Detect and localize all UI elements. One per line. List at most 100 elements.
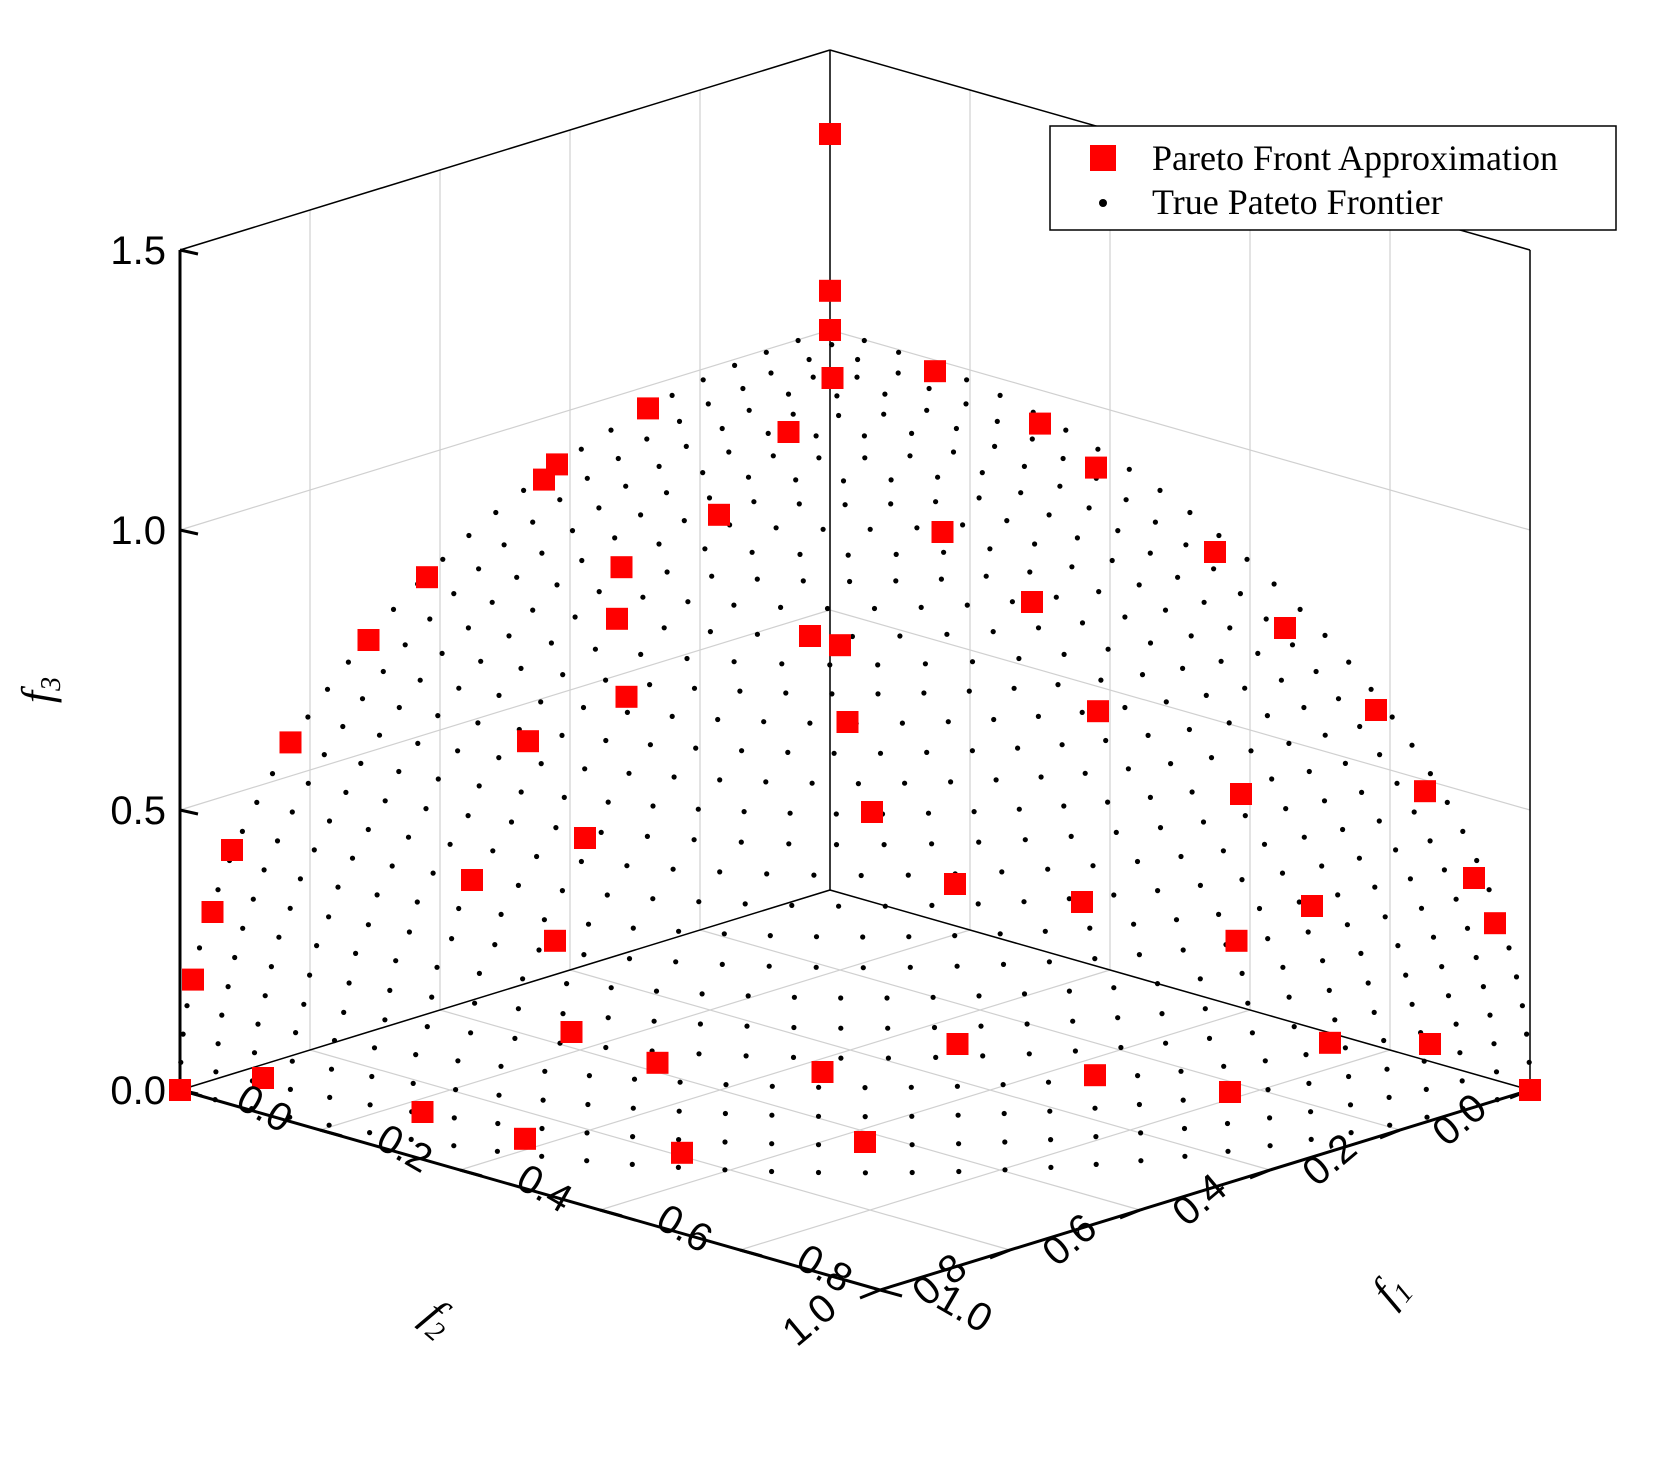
frontier-point (1082, 770, 1088, 776)
tick-y (1119, 1208, 1141, 1220)
frontier-point (1147, 640, 1154, 646)
frontier-point (331, 1037, 338, 1044)
frontier-point (1060, 455, 1066, 462)
frontier-point (596, 505, 602, 511)
frontier-point (1221, 1063, 1227, 1069)
frontier-point (971, 809, 977, 815)
approximation-point (777, 421, 800, 443)
frontier-point (765, 430, 771, 436)
frontier-point (1066, 988, 1072, 994)
frontier-point (498, 1063, 504, 1069)
frontier-point (1093, 1134, 1099, 1140)
frontier-point (709, 573, 715, 579)
frontier-point (1491, 1041, 1497, 1047)
frontier-point (402, 642, 408, 648)
frontier-point (1480, 984, 1486, 990)
frontier-point (1183, 542, 1189, 548)
tick-label-x: 0.2 (369, 1116, 439, 1182)
frontier-point (1002, 1139, 1008, 1145)
axis-edge (179, 49, 831, 251)
frontier-point (427, 616, 433, 622)
frontier-point (683, 443, 689, 449)
frontier-point (630, 925, 636, 931)
frontier-point (451, 1143, 457, 1149)
frontier-point (990, 629, 996, 635)
frontier-point (691, 837, 697, 843)
frontier-point (1001, 1110, 1007, 1117)
frontier-point (1394, 780, 1400, 786)
frontier-point (1115, 528, 1121, 534)
frontier-point (785, 749, 791, 756)
frontier-point (515, 1006, 522, 1012)
frontier-point (1335, 696, 1342, 702)
frontier-point (1123, 497, 1129, 503)
frontier-point (435, 713, 441, 719)
frontier-point (905, 872, 911, 878)
frontier-point (761, 719, 767, 725)
approximation-point (946, 1033, 969, 1055)
frontier-point (1074, 535, 1080, 541)
frontier-point (754, 576, 760, 582)
frontier-point (1346, 659, 1352, 665)
frontier-point (838, 995, 844, 1001)
frontier-point (963, 401, 969, 407)
frontier-point (1055, 682, 1061, 688)
frontier-point (1377, 752, 1383, 758)
frontier-point (1096, 589, 1102, 595)
frontier-point (1342, 1045, 1348, 1051)
frontier-point (1157, 825, 1164, 831)
x-axis-title: f1 (1362, 1263, 1420, 1318)
frontier-point (1365, 980, 1371, 986)
legend-label-frontier: True Pateto Frontier (1152, 182, 1443, 222)
frontier-point (521, 487, 527, 493)
frontier-point (1424, 1114, 1430, 1120)
frontier-point (289, 1058, 295, 1064)
frontier-point (1011, 685, 1017, 691)
approximation-point (931, 521, 954, 543)
frontier-point (387, 987, 393, 994)
frontier-point (476, 970, 482, 977)
frontier-point (922, 661, 929, 667)
frontier-point (213, 1069, 219, 1075)
frontier-point (560, 672, 566, 678)
frontier-point (697, 1021, 704, 1027)
tick-y (1379, 1128, 1401, 1140)
y-axis-title: f2 (410, 1290, 465, 1348)
frontier-point (1313, 668, 1319, 675)
frontier-point (447, 841, 453, 847)
frontier-point (538, 699, 544, 705)
frontier-point (664, 569, 670, 575)
frontier-point (1423, 1086, 1429, 1092)
frontier-point (676, 1137, 682, 1143)
frontier-point (952, 933, 958, 939)
frontier-point (744, 1023, 750, 1029)
frontier-point (707, 629, 714, 635)
frontier-point (816, 1084, 822, 1090)
frontier-point (472, 1000, 478, 1006)
frontier-point (862, 1114, 868, 1120)
frontier-point (816, 455, 822, 461)
frontier-point (999, 869, 1005, 875)
frontier-point (820, 526, 826, 532)
frontier-point (1027, 569, 1033, 575)
frontier-point (1372, 884, 1378, 890)
frontier-point (1086, 505, 1092, 511)
frontier-point (541, 917, 548, 923)
frontier-point (1346, 1073, 1352, 1080)
frontier-point (791, 1024, 797, 1031)
frontier-point (1090, 863, 1096, 869)
frontier-point (1147, 550, 1153, 556)
frontier-point (670, 866, 676, 872)
frontier-point (631, 1076, 638, 1082)
frontier-point (860, 965, 866, 971)
frontier-point (930, 994, 936, 1000)
frontier-point (1371, 1009, 1377, 1016)
frontier-point (1103, 737, 1109, 744)
approximation-point (201, 901, 224, 923)
frontier-point (1460, 1106, 1466, 1112)
frontier-point (993, 777, 999, 783)
approximation-point (821, 367, 844, 389)
frontier-point (909, 1142, 915, 1148)
frontier-point (178, 1059, 184, 1065)
